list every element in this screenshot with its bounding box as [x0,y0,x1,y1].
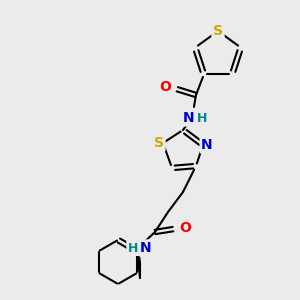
Text: H: H [197,112,207,124]
Text: S: S [154,136,164,150]
Text: O: O [179,221,191,235]
Text: S: S [213,24,223,38]
Text: N: N [183,111,195,125]
Text: O: O [159,80,171,94]
Text: H: H [128,242,138,254]
Text: N: N [201,138,213,152]
Text: N: N [140,241,152,255]
